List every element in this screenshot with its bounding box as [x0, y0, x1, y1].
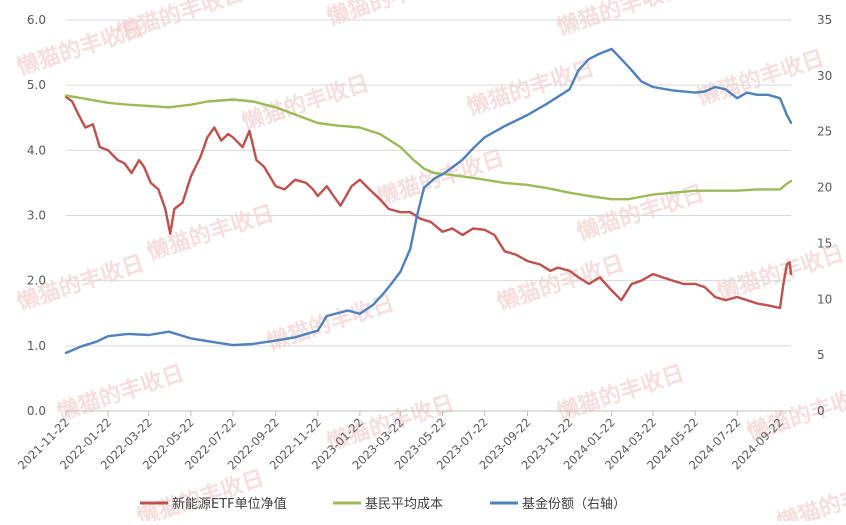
y-left-ticks: 0.0 1.0 2.0 3.0 4.0 5.0 6.0	[27, 13, 46, 418]
legend-label: 基金份额（右轴）	[522, 496, 626, 512]
watermark-text: 懒猫的丰收日	[54, 360, 188, 426]
legend-label: 基民平均成本	[365, 497, 443, 512]
series-line-1	[64, 94, 793, 201]
watermark-text: 懒猫的丰收日	[134, 465, 268, 521]
y-right-tick-label: 30	[817, 69, 832, 83]
watermark-text: 懒猫的丰收日	[464, 55, 598, 121]
watermark-text: 懒猫的丰收日	[494, 250, 628, 316]
series-line-0	[64, 95, 793, 310]
y-left-tick-label: 3.0	[27, 209, 46, 223]
y-left-tick-label: 4.0	[27, 143, 46, 157]
y-right-tick-label: 10	[817, 292, 832, 306]
series-layer	[64, 47, 793, 355]
legend: 新能源ETF单位净值 基民平均成本 基金份额（右轴）	[140, 496, 626, 512]
x-ticks: 2021-11-222022-01-222022-03-222022-05-22…	[15, 411, 786, 472]
gridlines	[66, 19, 791, 412]
y-right-tick-label: 35	[817, 13, 832, 27]
watermark-text: 懒猫的丰收日	[374, 145, 508, 211]
watermark-text: 懒猫的丰收日	[694, 45, 828, 111]
y-right-tick-label: 5	[817, 348, 825, 362]
watermark-text: 懒猫的丰收日	[144, 200, 278, 266]
y-right-tick-label: 0	[817, 404, 825, 418]
watermark-text: 懒猫的丰收日	[554, 360, 688, 426]
watermark-text: 懒猫的丰收日	[324, 0, 458, 31]
y-left-tick-label: 1.0	[27, 339, 46, 353]
y-right-tick-label: 20	[817, 181, 832, 195]
y-left-tick-label: 0.0	[27, 404, 46, 418]
y-right-tick-label: 25	[817, 125, 832, 139]
y-right-ticks: 0 5 10 15 20 25 30 35	[817, 13, 832, 418]
y-left-tick-label: 5.0	[27, 78, 46, 92]
series-line-2	[64, 47, 793, 355]
watermark-text: 懒猫的丰收日	[574, 180, 708, 246]
y-left-tick-label: 2.0	[27, 274, 46, 288]
y-right-tick-label: 15	[817, 236, 832, 250]
legend-label: 新能源ETF单位净值	[172, 496, 287, 512]
y-left-tick-label: 6.0	[27, 13, 46, 27]
watermark-text: 懒猫的丰收日	[774, 470, 846, 521]
